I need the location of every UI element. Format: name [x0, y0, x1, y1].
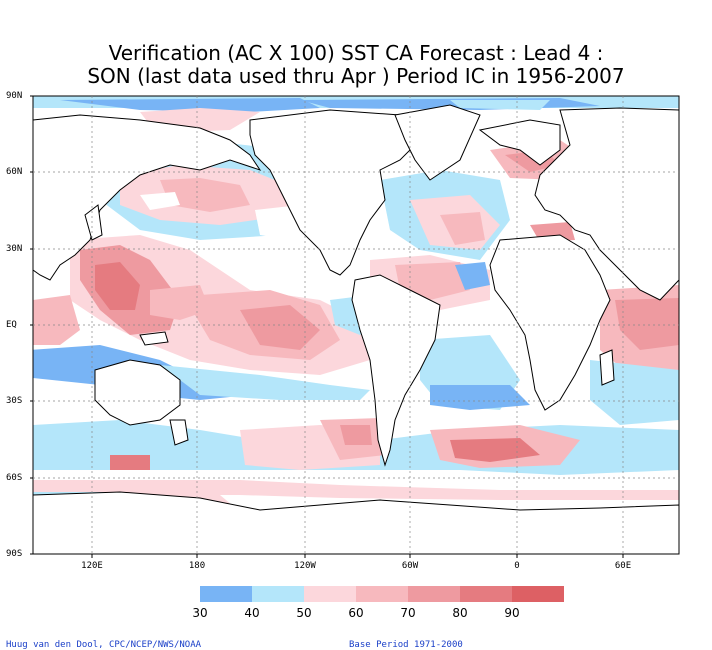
land-new-zealand: [169, 419, 189, 446]
land-madagascar: [599, 349, 615, 386]
lon-label-120w: 120W: [294, 561, 316, 571]
land-greenland: [394, 104, 481, 181]
arctic-band-patch: [60, 98, 320, 112]
legend-label-50: 50: [296, 606, 312, 620]
north-pacific-gap: [140, 192, 180, 210]
west-central-pacific-pink: [150, 285, 210, 320]
south-pacific-light-blue: [160, 365, 370, 400]
legend-label-60: 60: [348, 606, 364, 620]
base-period-note: Base Period 1971-2000: [349, 640, 463, 650]
legend-swatch-60-70: [356, 586, 408, 602]
legend-label-40: 40: [244, 606, 260, 620]
lon-label-120e: 120E: [81, 561, 103, 571]
land-africa: [489, 234, 611, 411]
lat-label-30n: 30N: [6, 244, 23, 254]
land-antarctica: [33, 491, 679, 554]
north-atlantic-pink-core: [440, 212, 485, 245]
lat-label-60s: 60S: [6, 473, 23, 483]
color-legend: [200, 586, 564, 602]
south-atlantic-blue: [430, 385, 530, 410]
legend-swatch-40-50: [252, 586, 304, 602]
legend-swatch-30-40: [200, 586, 252, 602]
land-asia: [33, 114, 262, 281]
arctic-band-patch: [450, 100, 550, 110]
west-pacific-core: [95, 262, 140, 310]
lat-label-60n: 60N: [6, 167, 23, 177]
legend-swatch-50-60: [304, 586, 356, 602]
land-japan: [84, 204, 103, 241]
land-new-guinea: [139, 331, 169, 346]
land-eurasia-east: [534, 107, 679, 301]
central-pacific-core: [240, 305, 320, 350]
map-title-line-2: SON (last data used thru Apr ) Period IC…: [87, 64, 625, 88]
graticule: [33, 96, 679, 554]
lat-label-30s: 30S: [6, 396, 23, 406]
indian-ocean-pink: [33, 295, 80, 345]
land-masses: [33, 104, 679, 554]
southern-ocean-pink-patch: [110, 455, 150, 470]
legend-label-80: 80: [452, 606, 468, 620]
land-south-america: [351, 274, 441, 467]
legend-label-90: 90: [504, 606, 520, 620]
lon-label-0: 0: [514, 561, 520, 571]
lon-label-180: 180: [188, 561, 206, 571]
lon-label-60w: 60W: [401, 561, 419, 571]
lon-label-60e: 60E: [614, 561, 632, 571]
tropical-atlantic-core: [395, 262, 470, 300]
tropical-atlantic-blue: [455, 262, 490, 290]
legend-swatch-80-90: [460, 586, 512, 602]
southern-ocean-core-east: [450, 438, 540, 462]
legend-swatch-70-80: [408, 586, 460, 602]
lat-label-90n: 90N: [6, 91, 23, 101]
land-scandinavia: [478, 119, 561, 166]
indian-ocean-core: [615, 298, 679, 350]
southern-ocean-core: [340, 425, 372, 445]
legend-label-30: 30: [192, 606, 208, 620]
legend-label-70: 70: [400, 606, 416, 620]
land-australia: [94, 359, 181, 426]
lat-label-eq: EQ: [6, 320, 17, 330]
author-credit: Huug van den Dool, CPC/NCEP/NWS/NOAA: [6, 640, 202, 650]
north-pacific-pink-core: [160, 178, 250, 212]
map-title-line-1: Verification (AC X 100) SST CA Forecast …: [108, 41, 604, 65]
lat-label-90s: 90S: [6, 549, 23, 559]
axis-ticks: [30, 95, 624, 558]
legend-swatch-90-100: [512, 586, 564, 602]
